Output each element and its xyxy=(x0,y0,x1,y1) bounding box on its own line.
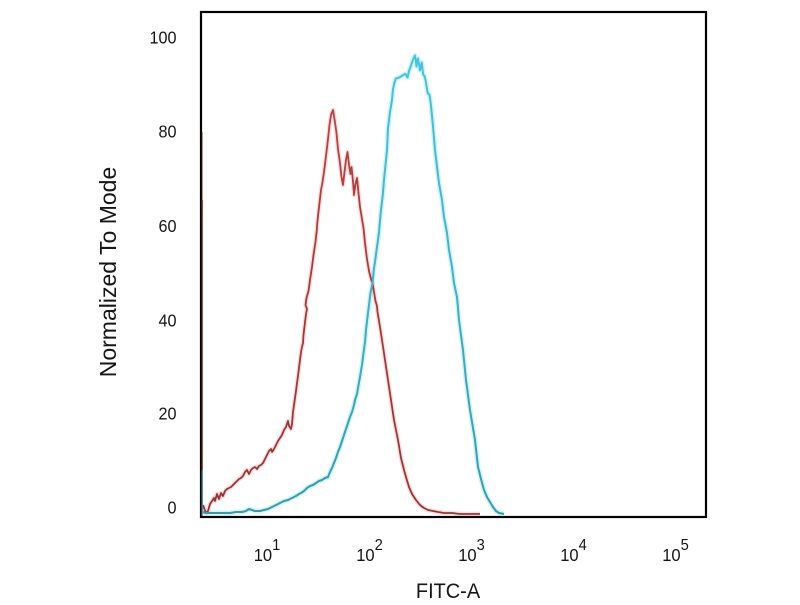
svg-text:80: 80 xyxy=(158,122,176,142)
svg-text:0: 0 xyxy=(167,498,176,518)
svg-text:60: 60 xyxy=(158,216,176,236)
svg-text:20: 20 xyxy=(158,404,176,424)
svg-text:Normalized To Mode: Normalized To Mode xyxy=(95,167,121,378)
svg-text:FITC-A: FITC-A xyxy=(416,580,481,600)
svg-text:40: 40 xyxy=(158,311,176,331)
svg-text:100: 100 xyxy=(149,28,176,48)
